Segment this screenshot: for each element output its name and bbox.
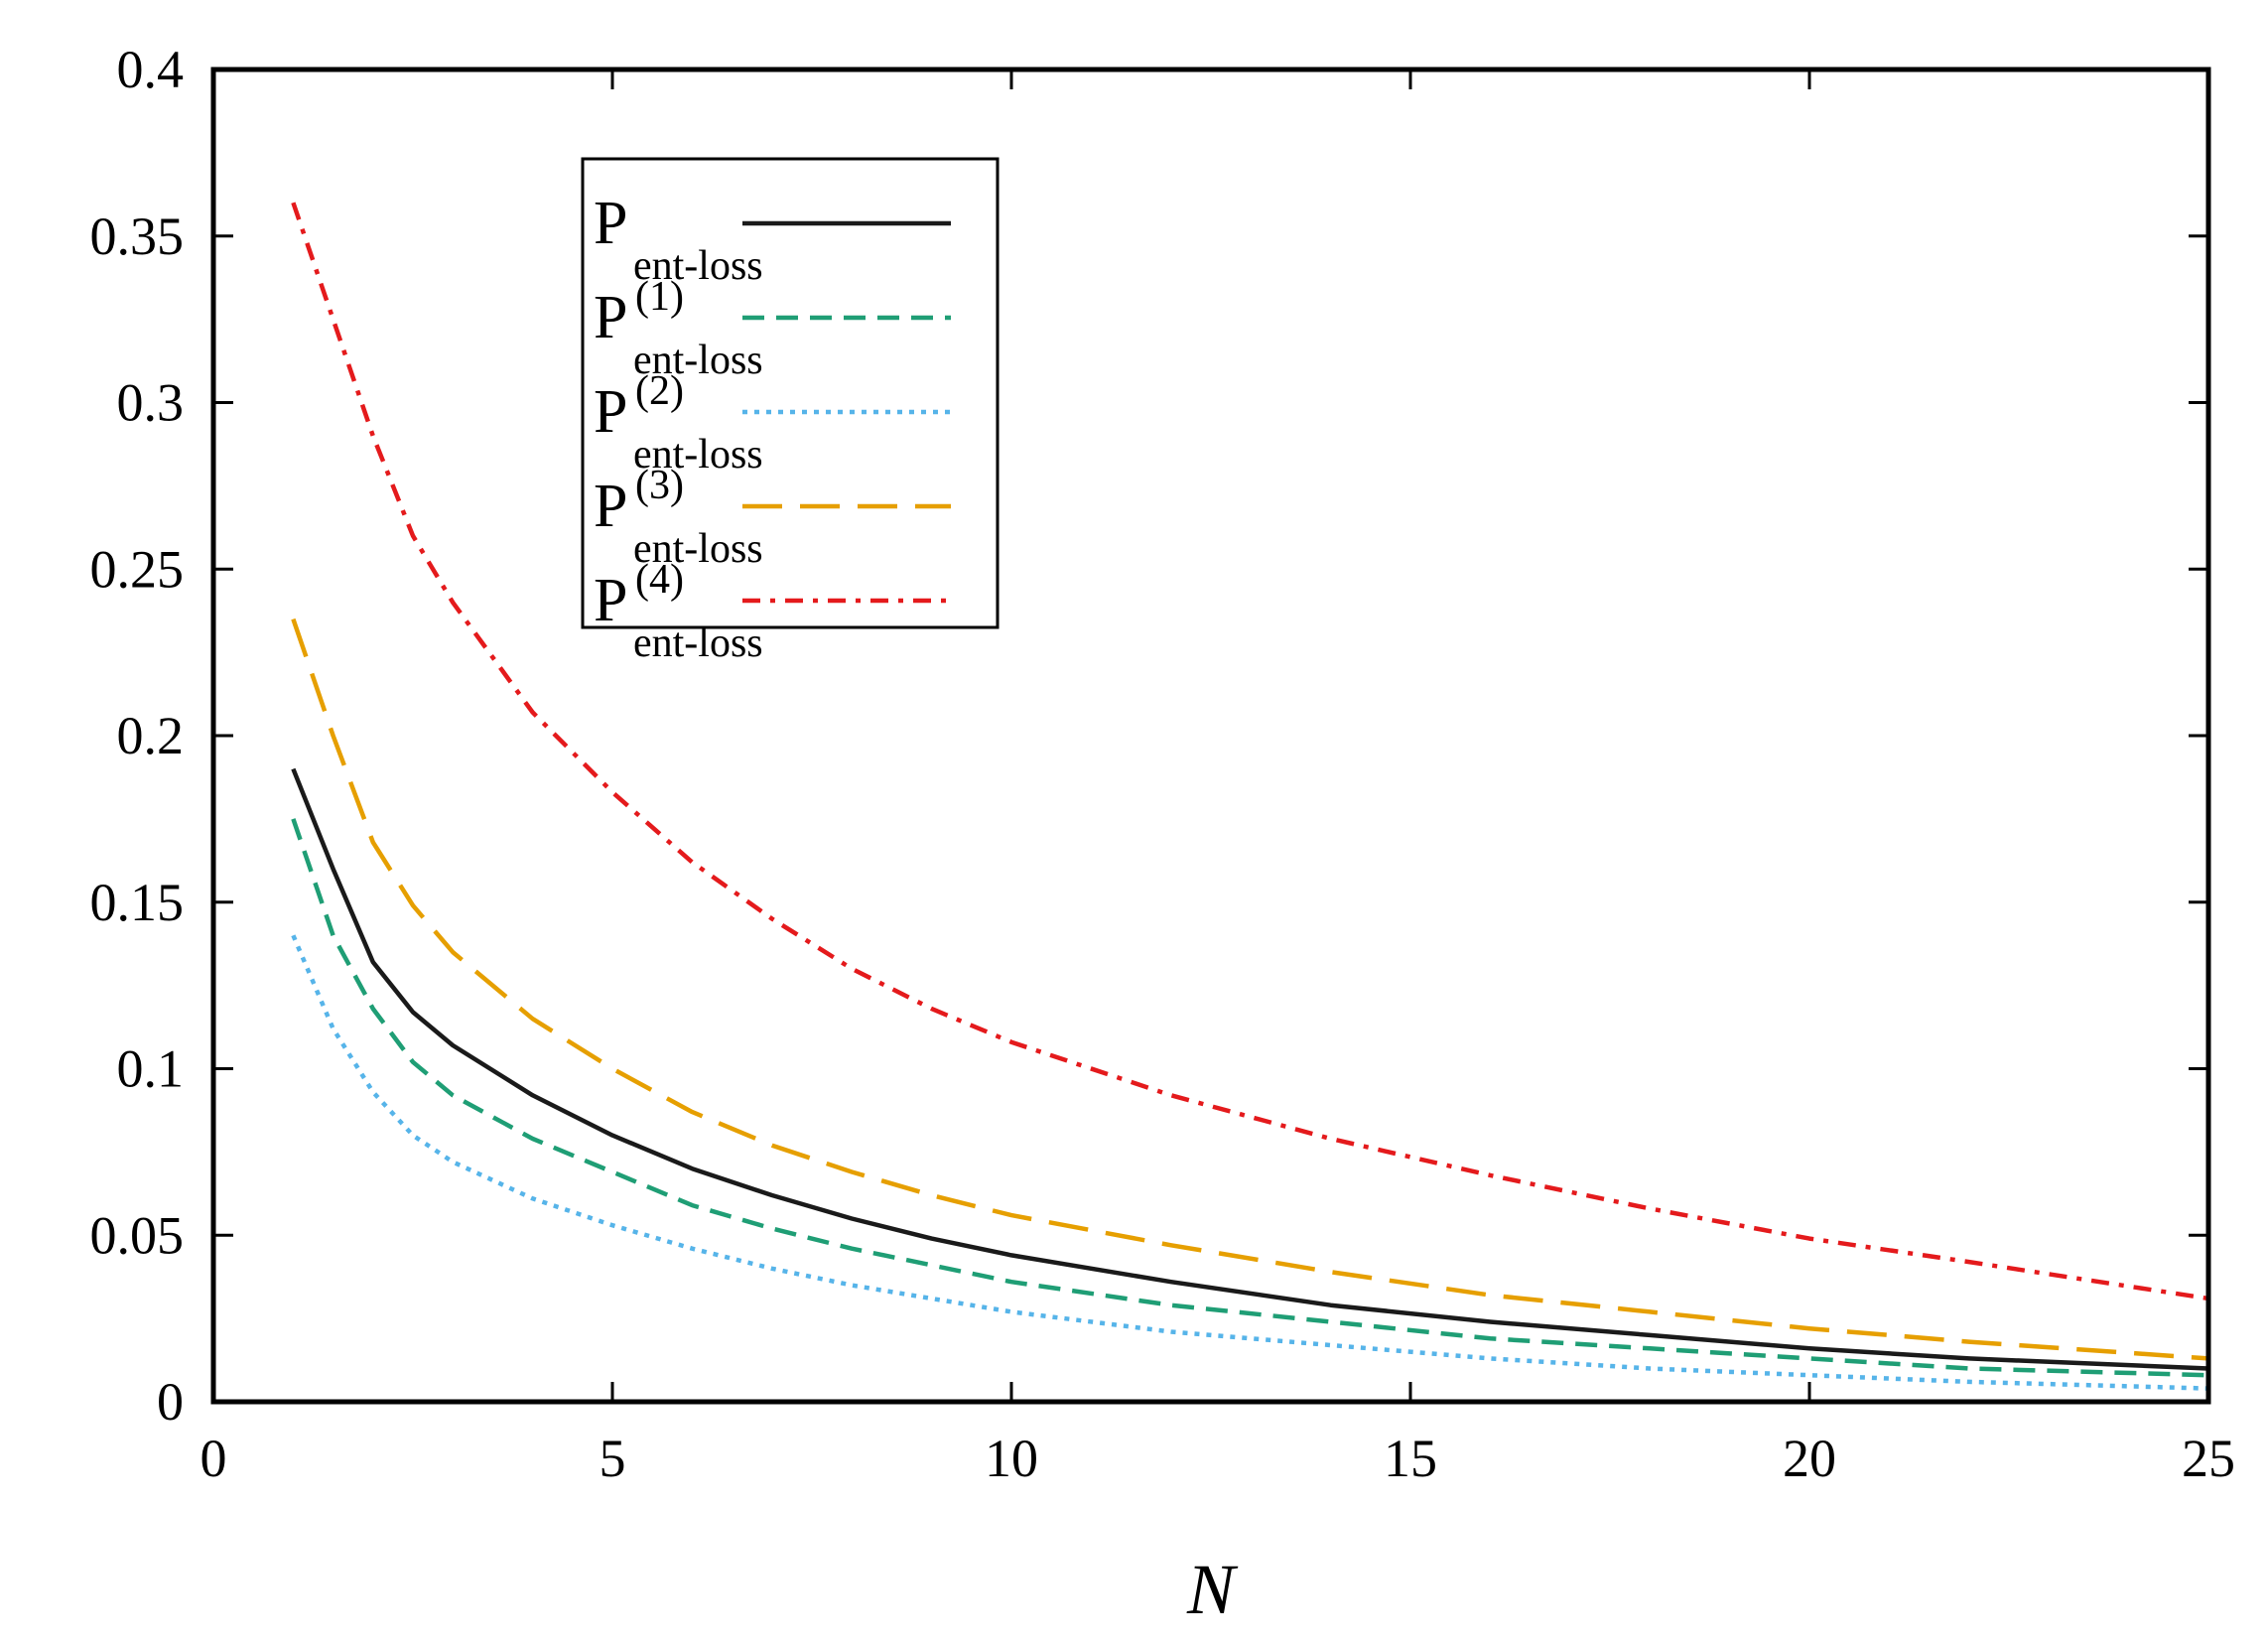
y-tick-label: 0.05: [90, 1205, 185, 1265]
legend: Pent-lossPent-loss(1)Pent-loss(2)Pent-lo…: [581, 157, 1000, 666]
legend-label-2: P: [594, 378, 627, 446]
x-tick-label: 25: [2182, 1429, 2235, 1488]
plot-frame: [210, 67, 2211, 1405]
y-tick-label: 0.35: [90, 206, 185, 266]
axis-ticks: [211, 68, 2210, 1404]
legend-superscript-3: (3): [635, 463, 684, 508]
legend-subscript-0: ent-loss: [633, 243, 763, 289]
x-tick-label: 5: [600, 1429, 626, 1488]
x-tick-label: 20: [1783, 1429, 1836, 1488]
legend-superscript-4: (4): [635, 557, 684, 603]
legend-subscript-1: ent-loss: [633, 338, 763, 383]
legend-subscript-4: ent-loss: [633, 620, 763, 666]
legend-label-3: P: [594, 473, 627, 540]
series-line-3: [291, 617, 2209, 1361]
tick-labels: 0 5 10 15 20 25 0 0.05 0.1 0.15 0.2 0.25 0.3 0.35 0.4: [90, 40, 2236, 1488]
y-tick-label: 0.2: [117, 706, 185, 765]
x-tick-label: 0: [200, 1429, 227, 1488]
legend-box: [581, 157, 1000, 629]
series-line-2: [291, 934, 2209, 1391]
legend-superscript-1: (1): [635, 274, 684, 320]
y-tick-label: 0.25: [90, 539, 185, 599]
legend-superscript-2: (2): [635, 368, 684, 414]
legend-subscript-2: ent-loss: [633, 432, 763, 478]
series-line-4: [291, 202, 2209, 1302]
x-axis-label: N: [1186, 1550, 1239, 1629]
legend-subscript-3: ent-loss: [633, 526, 763, 572]
x-tick-label: 15: [1384, 1429, 1437, 1488]
y-tick-label: 0: [157, 1372, 184, 1432]
legend-label-1: P: [594, 284, 627, 351]
legend-label-0: P: [594, 190, 627, 257]
series-lines: [291, 202, 2209, 1391]
x-tick-label: 10: [985, 1429, 1038, 1488]
y-tick-label: 0.3: [117, 373, 185, 433]
y-tick-label: 0.1: [117, 1039, 185, 1099]
legend-label-4: P: [594, 567, 627, 634]
series-line-0: [291, 767, 2209, 1371]
y-tick-label: 0.4: [117, 40, 185, 99]
series-line-1: [291, 818, 2209, 1378]
y-tick-label: 0.15: [90, 873, 185, 932]
